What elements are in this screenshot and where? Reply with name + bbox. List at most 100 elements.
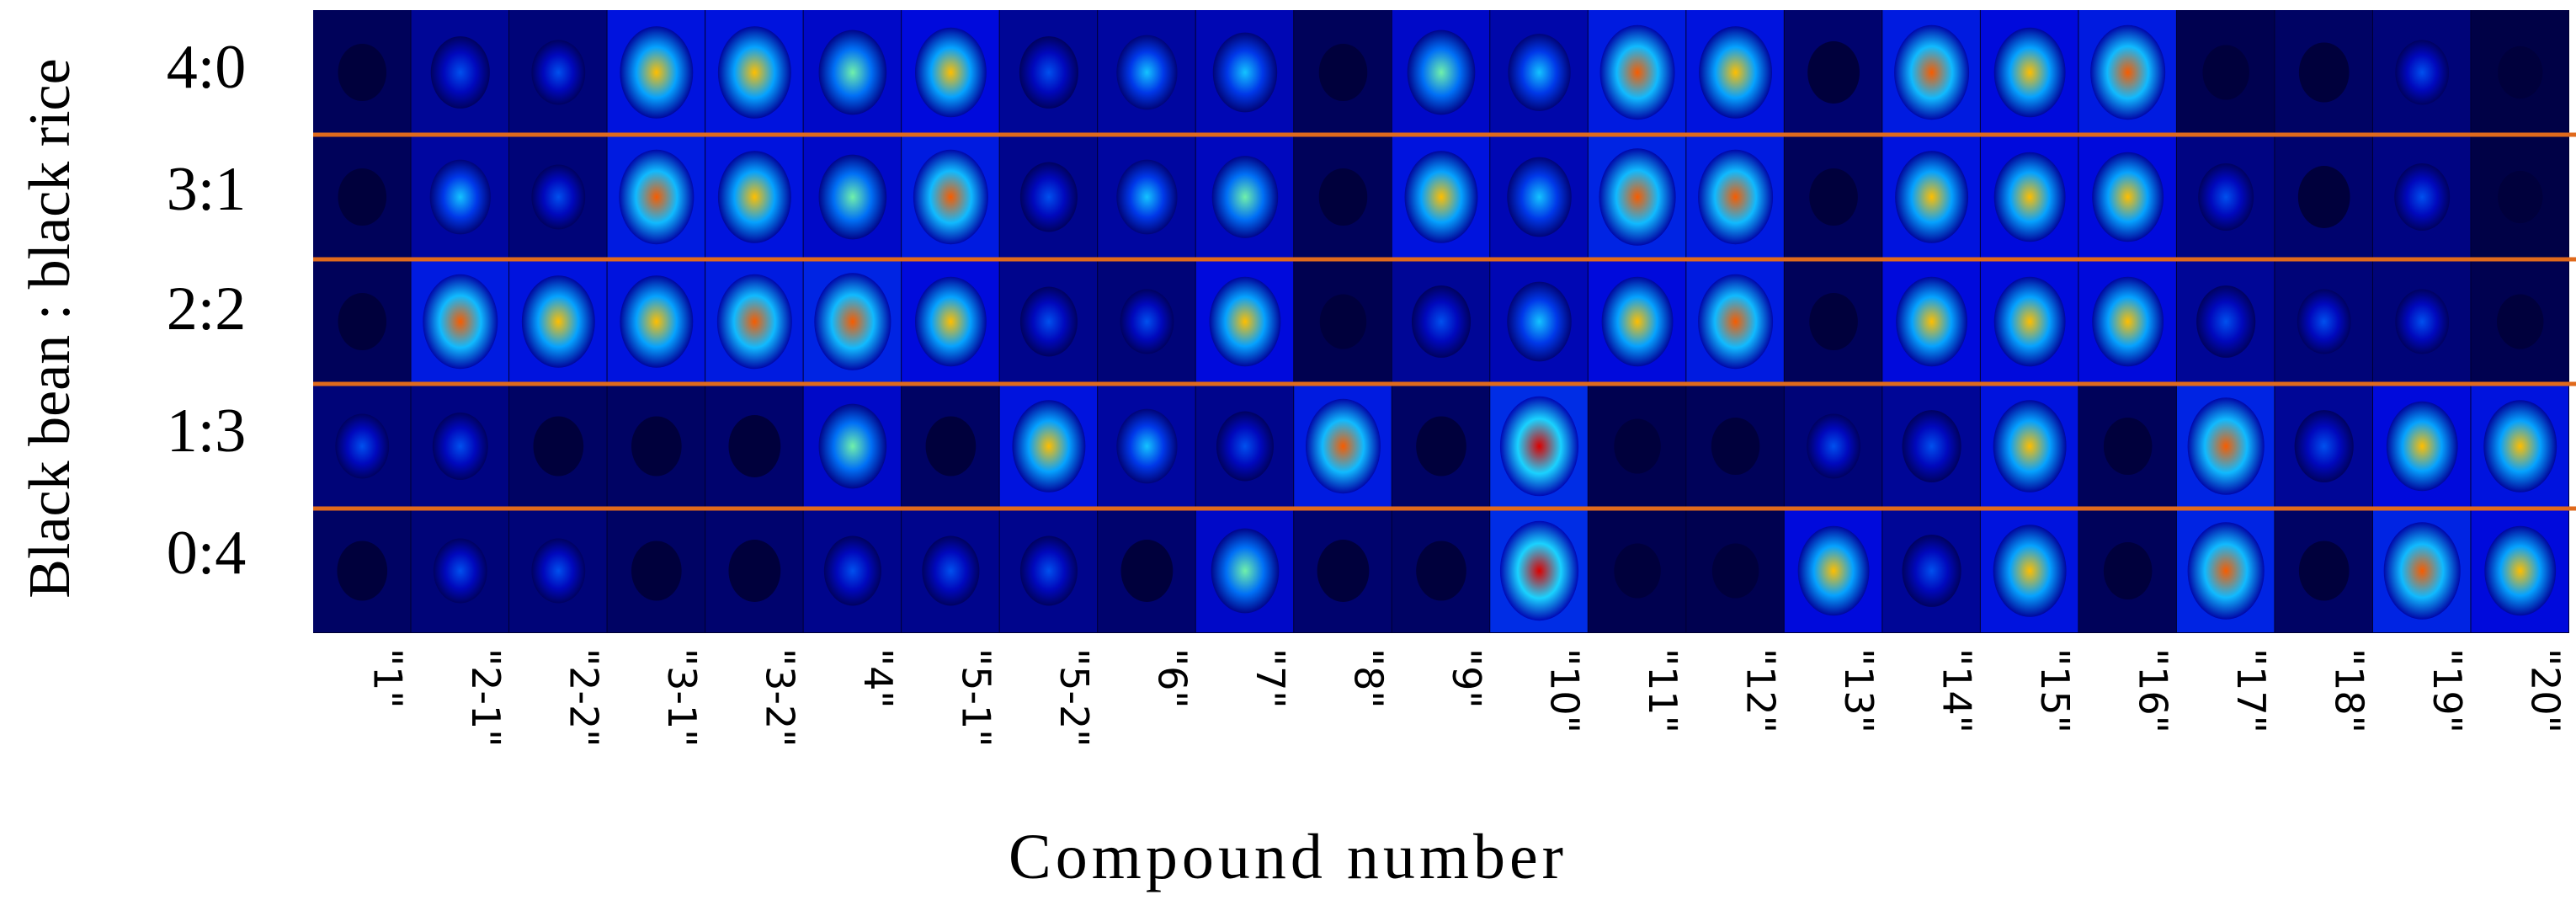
heatmap-plot: "1" "2-1" "2-2" "3-1" "3-2" "4" "5-1" "5-2" "6" "… bbox=[313, 10, 2576, 747]
heatmap-spot bbox=[531, 538, 586, 604]
x-tick-label: "10" bbox=[1542, 648, 1588, 733]
heatmap-spot bbox=[2090, 24, 2166, 120]
heatmap-spot bbox=[728, 540, 781, 602]
heatmap-spot bbox=[717, 26, 791, 119]
heatmap-spot bbox=[1416, 416, 1466, 477]
heatmap-spot bbox=[1699, 26, 1773, 119]
heatmap-spot bbox=[620, 275, 694, 368]
row-label: 2:2 bbox=[166, 274, 247, 343]
heatmap-spot bbox=[2198, 163, 2254, 231]
heatmap-spot bbox=[631, 541, 682, 601]
heatmap-spot bbox=[1809, 168, 1858, 226]
heatmap-spot bbox=[1902, 410, 1961, 482]
row-label: 1:3 bbox=[166, 397, 247, 466]
heatmap-spot bbox=[1599, 148, 1676, 246]
heatmap-spot bbox=[1319, 294, 1367, 349]
heatmap-spot bbox=[1807, 413, 1861, 479]
heatmap-spot bbox=[728, 415, 781, 477]
x-tick-label: "2-1" bbox=[463, 648, 508, 747]
heatmap-spot bbox=[2298, 541, 2350, 601]
heatmap-spot bbox=[1797, 525, 1870, 616]
heatmap-spot bbox=[2395, 289, 2450, 354]
heatmap-spot bbox=[1599, 24, 1675, 120]
heatmap-spot bbox=[2092, 152, 2164, 242]
x-axis-label: Compound number bbox=[1009, 822, 1567, 892]
x-tick-label: "7" bbox=[1248, 648, 1293, 709]
heatmap-spot bbox=[2187, 522, 2265, 620]
heatmap-spot bbox=[1019, 36, 1078, 109]
x-tick-label: "5-1" bbox=[953, 648, 998, 747]
row-label: 4:0 bbox=[166, 33, 247, 102]
x-tick-label: "18" bbox=[2327, 648, 2372, 733]
heatmap-spot bbox=[1711, 417, 1760, 476]
heatmap-spot bbox=[814, 273, 891, 370]
heatmap-spot bbox=[1318, 43, 1368, 102]
heatmap-spot bbox=[1993, 400, 2067, 493]
heatmap-spot bbox=[1993, 27, 2066, 118]
heatmap-spot bbox=[2294, 410, 2354, 482]
heatmap-spot bbox=[620, 26, 694, 119]
heatmap-spot bbox=[925, 416, 977, 477]
heatmap-spot bbox=[1216, 411, 1274, 482]
heatmap-spot bbox=[1212, 32, 1278, 113]
heatmap-spot bbox=[1902, 535, 1961, 607]
heatmap-spot bbox=[432, 413, 488, 480]
heatmap-spot bbox=[335, 413, 390, 479]
heatmap-spot bbox=[1019, 162, 1078, 232]
heatmap-spot bbox=[2298, 42, 2350, 103]
y-axis-label-text: Black bean : black rice bbox=[18, 58, 82, 599]
x-tick-label: "9" bbox=[1444, 648, 1489, 709]
heatmap-spot bbox=[1993, 152, 2066, 242]
heatmap-spot bbox=[1116, 159, 1178, 235]
x-tick-label: "5-2" bbox=[1051, 648, 1097, 747]
x-tick-label: "17" bbox=[2228, 648, 2274, 733]
heatmap-spot bbox=[1993, 525, 2067, 617]
x-tick-label: "14" bbox=[1935, 648, 1980, 733]
x-tick-label: "2-2" bbox=[561, 648, 606, 747]
heatmap-spot bbox=[1318, 168, 1368, 226]
row-label: 3:1 bbox=[166, 155, 247, 224]
heatmap-spot bbox=[338, 43, 387, 102]
heatmap-spot bbox=[1614, 543, 1661, 599]
heatmap-spot bbox=[716, 274, 792, 370]
heatmap-spot bbox=[1601, 276, 1674, 367]
heatmap-spot bbox=[531, 40, 586, 105]
heatmap-spot bbox=[1698, 149, 1774, 245]
heatmap-spot bbox=[1499, 396, 1579, 497]
heatmap-spot bbox=[2092, 276, 2164, 367]
heatmap-spot bbox=[2297, 166, 2350, 228]
heatmap-spot bbox=[1809, 292, 1858, 351]
heatmap-spot bbox=[1698, 274, 1774, 370]
x-tick-label: "3-2" bbox=[757, 648, 802, 747]
heatmap-spot bbox=[1411, 285, 1472, 358]
heatmap-spot bbox=[2498, 170, 2543, 224]
heatmap-spot bbox=[433, 538, 487, 604]
heatmap-spot bbox=[1896, 276, 1968, 367]
heatmap-spot bbox=[1019, 535, 1078, 606]
heatmap-spot bbox=[922, 535, 980, 606]
heatmap-spot bbox=[1305, 398, 1381, 494]
heatmap-spot bbox=[1120, 540, 1174, 602]
heatmap-spot bbox=[1499, 520, 1579, 621]
row-label: 0:4 bbox=[166, 519, 247, 588]
heatmap-spot bbox=[1614, 418, 1661, 474]
x-tick-label: "15" bbox=[2032, 648, 2078, 733]
heatmap-spot bbox=[430, 36, 490, 109]
heatmap-spot bbox=[2497, 294, 2544, 349]
heatmap-spot bbox=[2202, 45, 2249, 100]
x-tick-label: "19" bbox=[2424, 648, 2470, 733]
x-tick-label: "13" bbox=[1836, 648, 1881, 733]
heatmap-spot bbox=[2498, 45, 2543, 99]
heatmap-spot bbox=[717, 151, 791, 243]
x-tick-label: "3-1" bbox=[659, 648, 705, 747]
heatmap-spot bbox=[1507, 281, 1572, 362]
heatmap-spot bbox=[533, 416, 584, 477]
heatmap-spot bbox=[1211, 156, 1279, 238]
heatmap-spot bbox=[1508, 34, 1571, 111]
heatmap-spot bbox=[429, 159, 491, 235]
heatmap-spot bbox=[1895, 151, 1969, 243]
heatmap-spot bbox=[914, 27, 987, 118]
heatmap-spot bbox=[1120, 289, 1174, 354]
heatmap-spot bbox=[2187, 397, 2265, 495]
